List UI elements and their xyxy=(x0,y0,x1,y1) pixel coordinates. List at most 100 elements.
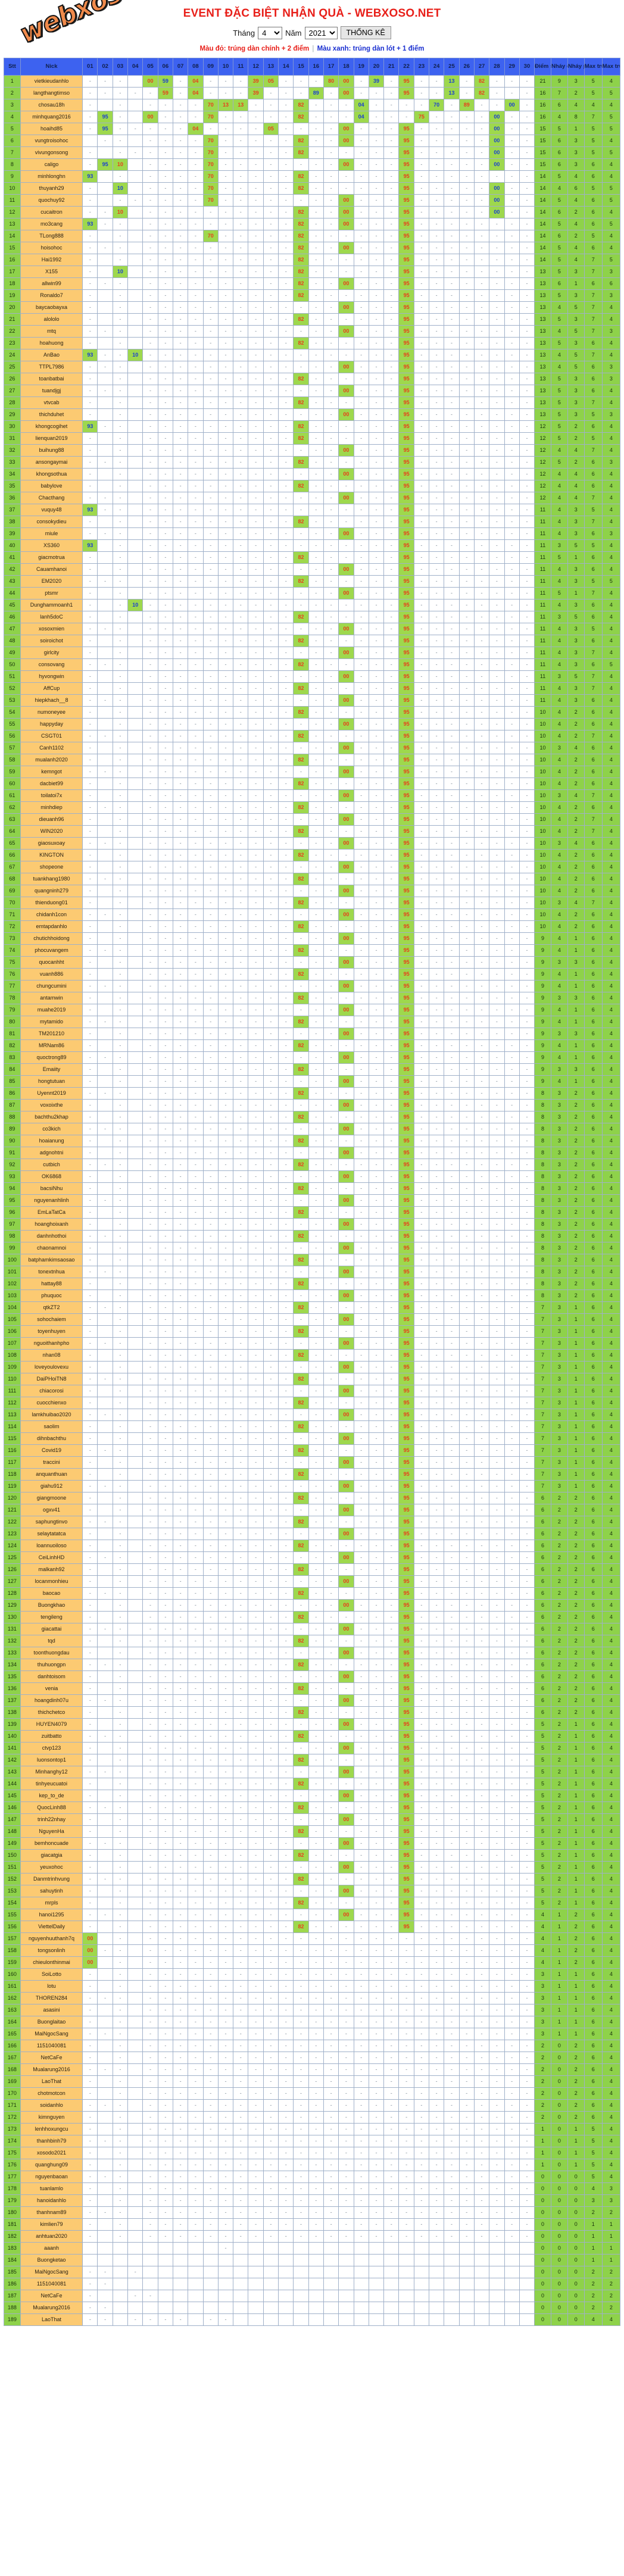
cell-nick[interactable]: Hai1992 xyxy=(20,254,83,266)
cell-nick[interactable]: dieuanh96 xyxy=(20,813,83,826)
cell-nick[interactable]: xosoxmien xyxy=(20,623,83,635)
cell-nick[interactable]: phocuvangem xyxy=(20,944,83,957)
cell-nick[interactable]: minhquang2016 xyxy=(20,111,83,123)
cell-nick[interactable]: chungcumini xyxy=(20,980,83,992)
cell-nick[interactable]: hoisohoc xyxy=(20,242,83,254)
cell-nick[interactable]: minhlonghn xyxy=(20,170,83,183)
cell-nick[interactable]: locanmonhieu xyxy=(20,1575,83,1588)
cell-nick[interactable]: Covid19 xyxy=(20,1444,83,1457)
cell-nick[interactable]: AffCup xyxy=(20,682,83,695)
cell-nick[interactable]: alololo xyxy=(20,313,83,326)
cell-nick[interactable]: EmLaTatCa xyxy=(20,1206,83,1219)
cell-nick[interactable]: hiepkhach__8 xyxy=(20,694,83,707)
cell-nick[interactable]: vtvcab xyxy=(20,396,83,409)
cell-nick[interactable]: tuandjgj xyxy=(20,385,83,397)
cell-nick[interactable]: khongcogihet xyxy=(20,420,83,433)
cell-nick[interactable]: Canh1102 xyxy=(20,742,83,754)
cell-nick[interactable]: Uyennt2019 xyxy=(20,1087,83,1100)
cell-nick[interactable]: danhnhothoi xyxy=(20,1230,83,1242)
cell-nick[interactable]: AnBao xyxy=(20,349,83,361)
cell-nick[interactable]: hyvongwin xyxy=(20,670,83,683)
cell-nick[interactable]: KINGTON xyxy=(20,849,83,861)
cell-nick[interactable]: cucaitron xyxy=(20,206,83,218)
cell-nick[interactable]: bachthu2khap xyxy=(20,1111,83,1123)
cell-nick[interactable]: quangninh279 xyxy=(20,885,83,897)
cell-nick[interactable]: saolim xyxy=(20,1420,83,1433)
cell-nick[interactable]: lamkhuibao2020 xyxy=(20,1409,83,1421)
cell-nick[interactable]: loannuoiloso xyxy=(20,1540,83,1552)
cell-nick[interactable]: ansongaymai xyxy=(20,456,83,469)
cell-nick[interactable]: OK6868 xyxy=(20,1170,83,1183)
cell-nick[interactable]: chaonamnoi xyxy=(20,1242,83,1254)
submit-button[interactable]: THỐNG KÊ xyxy=(340,26,391,39)
cell-nick[interactable]: XS360 xyxy=(20,539,83,552)
cell-nick[interactable]: chiacorosi xyxy=(20,1385,83,1397)
cell-nick[interactable]: ptsmr xyxy=(20,587,83,599)
cell-nick[interactable]: giangmoone xyxy=(20,1492,83,1504)
cell-nick[interactable]: vivungonsong xyxy=(20,146,83,159)
cell-nick[interactable]: Ronaldo7 xyxy=(20,289,83,302)
cell-nick[interactable]: nhan08 xyxy=(20,1349,83,1362)
cell-nick[interactable]: saphungtinvo xyxy=(20,1516,83,1528)
cell-nick[interactable]: mo3cang xyxy=(20,218,83,230)
cell-nick[interactable]: chidanh1con xyxy=(20,908,83,921)
cell-nick[interactable]: mualanh2020 xyxy=(20,754,83,766)
cell-nick[interactable]: happyday xyxy=(20,718,83,730)
cell-nick[interactable]: toanbatbai xyxy=(20,373,83,385)
cell-nick[interactable]: phuquoc xyxy=(20,1289,83,1302)
cell-nick[interactable]: numoneyee xyxy=(20,706,83,719)
cell-nick[interactable]: langthangtimso xyxy=(20,87,83,99)
cell-nick[interactable]: EM2020 xyxy=(20,575,83,588)
cell-nick[interactable]: mtq xyxy=(20,325,83,338)
cell-nick[interactable]: thienduong01 xyxy=(20,897,83,909)
year-select[interactable]: 201920202021 xyxy=(304,26,338,39)
cell-nick[interactable]: baycaobayxa xyxy=(20,301,83,314)
cell-nick[interactable]: toyenhuyen xyxy=(20,1325,83,1338)
cell-nick[interactable]: bacsiNhu xyxy=(20,1182,83,1195)
cell-nick[interactable]: TTPL7986 xyxy=(20,361,83,373)
cell-nick[interactable]: antamwin xyxy=(20,992,83,1004)
cell-nick[interactable]: chosau18h xyxy=(20,99,83,111)
cell-nick[interactable]: giacattai xyxy=(20,1623,83,1635)
cell-nick[interactable]: sohochaiem xyxy=(20,1313,83,1326)
cell-nick[interactable]: emtapdanhlo xyxy=(20,920,83,933)
cell-nick[interactable]: lanh5doC xyxy=(20,611,83,623)
cell-nick[interactable]: Chacthang xyxy=(20,492,83,504)
cell-nick[interactable]: batphamkimsaosao xyxy=(20,1254,83,1266)
cell-nick[interactable]: allwin99 xyxy=(20,277,83,290)
cell-nick[interactable]: tuankhang1980 xyxy=(20,873,83,885)
cell-nick[interactable]: Buongkhao xyxy=(20,1599,83,1612)
cell-nick[interactable]: hoaianung xyxy=(20,1135,83,1147)
cell-nick[interactable]: thichduhet xyxy=(20,408,83,421)
cell-nick[interactable]: vungtroisohoc xyxy=(20,135,83,147)
cell-nick[interactable]: caligo xyxy=(20,158,83,171)
cell-nick[interactable]: loveyoulovexu xyxy=(20,1361,83,1373)
cell-nick[interactable]: hoahuong xyxy=(20,337,83,349)
cell-nick[interactable]: minhdiep xyxy=(20,801,83,814)
cell-nick[interactable]: cuocchienxo xyxy=(20,1397,83,1409)
cell-nick[interactable]: consovang xyxy=(20,658,83,671)
cell-nick[interactable]: selaytatatca xyxy=(20,1528,83,1540)
cell-nick[interactable]: khongsothua xyxy=(20,468,83,480)
cell-nick[interactable]: giacmotrua xyxy=(20,551,83,564)
cell-nick[interactable]: consokydieu xyxy=(20,516,83,528)
cell-nick[interactable]: hoanghoixanh xyxy=(20,1218,83,1231)
cell-nick[interactable]: DaiPHoiTN8 xyxy=(20,1373,83,1385)
cell-nick[interactable]: nguoithanhpho xyxy=(20,1337,83,1350)
cell-nick[interactable]: malkanh92 xyxy=(20,1563,83,1576)
cell-nick[interactable]: TM201210 xyxy=(20,1028,83,1040)
cell-nick[interactable]: quochuy92 xyxy=(20,194,83,207)
cell-nick[interactable]: vietkieudanhlo xyxy=(20,75,83,88)
cell-nick[interactable]: babylove xyxy=(20,480,83,492)
cell-nick[interactable]: nguyenanhlinh xyxy=(20,1194,83,1207)
cell-nick[interactable]: adgnohtni xyxy=(20,1147,83,1159)
cell-nick[interactable]: Dunghammoanh1 xyxy=(20,599,83,611)
cell-nick[interactable]: CSGT01 xyxy=(20,730,83,742)
cell-nick[interactable]: chutichhoidong xyxy=(20,932,83,945)
cell-nick[interactable]: Cauamhanoi xyxy=(20,563,83,576)
cell-nick[interactable]: dacbiet99 xyxy=(20,778,83,790)
cell-nick[interactable]: shopeone xyxy=(20,861,83,873)
cell-nick[interactable]: hoaihd85 xyxy=(20,123,83,135)
cell-nick[interactable]: hattay88 xyxy=(20,1278,83,1290)
cell-nick[interactable]: quocanhht xyxy=(20,956,83,969)
